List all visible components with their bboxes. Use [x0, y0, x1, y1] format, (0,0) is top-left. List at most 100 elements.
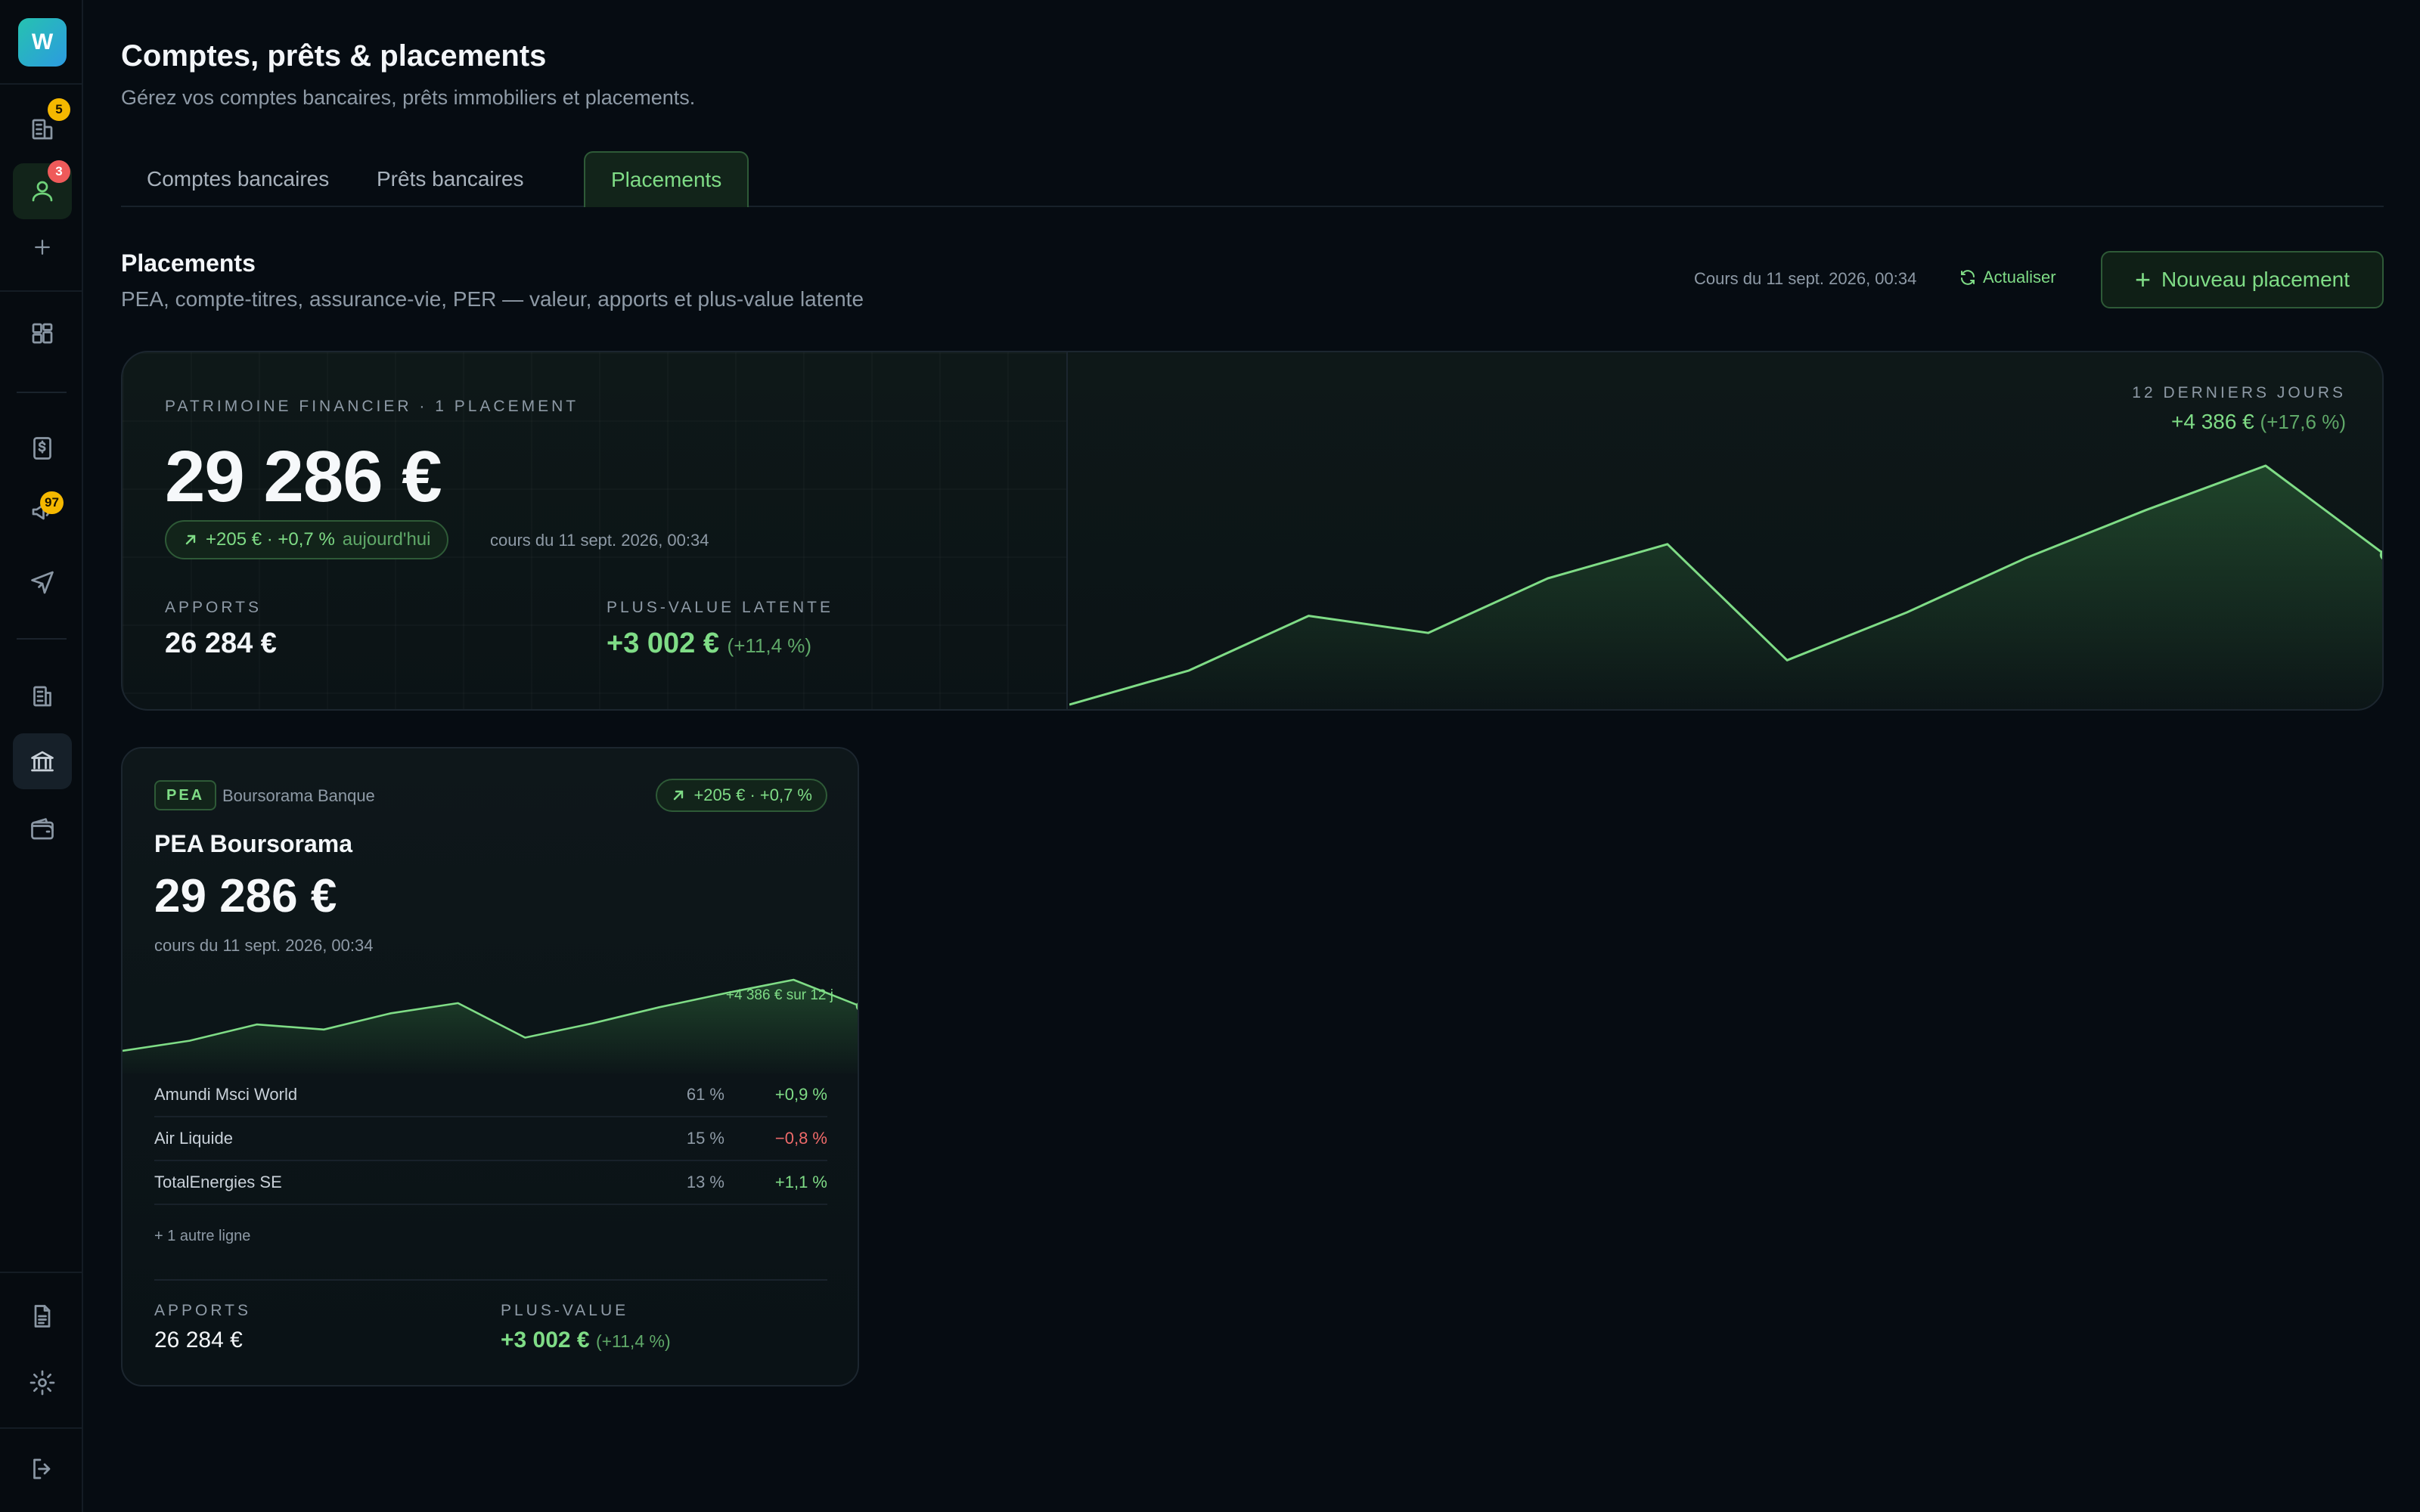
gear-icon [29, 1370, 55, 1396]
portfolio-summary-card: PATRIMOINE FINANCIER · 1 PLACEMENT 29 28… [121, 351, 2384, 711]
rate-note: cours du 11 sept. 2026, 00:34 [490, 531, 709, 550]
page-subtitle: Gérez vos comptes bancaires, prêts immob… [121, 86, 696, 109]
sidebar-divider [0, 290, 83, 292]
day-change-value: +205 € · +0,7 % [206, 529, 335, 550]
card-divider [154, 1279, 827, 1281]
holding-weight: 61 % [686, 1085, 724, 1104]
office-building-icon [33, 686, 51, 707]
sidebar-item-bank[interactable] [13, 733, 72, 789]
chart-period: 12 DERNIERS JOURS [2132, 384, 2346, 401]
receipt-icon [33, 437, 51, 460]
sparkline-line [123, 978, 858, 1052]
holding-change: +1,1 % [774, 1173, 827, 1191]
contributions-value: 26 284 € [165, 627, 277, 659]
investment-change-value: +205 € · +0,7 % [693, 785, 812, 804]
investment-change-badge: +205 € · +0,7 % [656, 779, 827, 812]
holding-change: −0,8 % [774, 1129, 827, 1148]
page-title: Comptes, prêts & placements [121, 39, 547, 73]
investment-rate-note: cours du 11 sept. 2026, 00:34 [154, 936, 374, 955]
tab-bank-accounts[interactable]: Comptes bancaires [147, 167, 330, 191]
investment-gain-pct: (+11,4 %) [595, 1331, 671, 1351]
sparkline-point [855, 1002, 858, 1010]
logout-button[interactable] [13, 1441, 72, 1497]
investment-gain-value: +3 002 € [501, 1328, 590, 1352]
more-holdings-link[interactable]: + 1 autre ligne [154, 1228, 251, 1244]
holding-row[interactable]: Amundi Msci World 61 % +0,9 % [154, 1074, 827, 1117]
portfolio-chart [1069, 464, 2382, 709]
investment-name: PEA Boursorama [154, 830, 352, 857]
investment-gain: +3 002 € (+11,4 %) [501, 1328, 671, 1353]
notification-badge: 5 [48, 98, 70, 121]
section-subtitle: PEA, compte-titres, assurance-vie, PER —… [121, 287, 864, 311]
arrow-up-right-icon [674, 790, 684, 801]
holding-row[interactable]: Air Liquide 15 % −0,8 % [154, 1117, 827, 1161]
holding-row[interactable]: TotalEnergies SE 13 % +1,1 % [154, 1161, 827, 1205]
chart-gain-value: +4 386 € [2170, 410, 2254, 433]
investment-gain-label: PLUS-VALUE [501, 1302, 629, 1319]
summary-eyebrow: PATRIMOINE FINANCIER · 1 PLACEMENT [165, 398, 579, 415]
grid-icon [32, 323, 53, 344]
refresh-icon [1961, 270, 1975, 285]
new-investment-button[interactable]: + Nouveau placement [2101, 251, 2384, 308]
sidebar-item-marketing[interactable]: 97 [13, 484, 72, 540]
rates-date: Cours du 11 sept. 2026, 00:34 [1694, 269, 1917, 288]
holding-weight: 15 % [686, 1129, 724, 1148]
tab-bank-loans[interactable]: Prêts bancaires [377, 167, 524, 191]
sidebar-add-button[interactable] [13, 219, 72, 275]
refresh-button[interactable]: Actualiser [1959, 268, 2056, 287]
user-icon [32, 181, 53, 202]
investment-contributions-value: 26 284 € [154, 1328, 243, 1352]
sidebar-item-buildings[interactable]: 5 [13, 98, 72, 157]
sparkline-area [123, 980, 858, 1074]
investment-contributions-label: APPORTS [154, 1302, 251, 1319]
plus-icon: + [2134, 264, 2151, 295]
sidebar-item-documents[interactable] [13, 1288, 72, 1344]
arrow-up-right-icon [185, 534, 196, 545]
section-title: Placements [121, 249, 256, 277]
investment-card[interactable]: PEA Boursorama Banque +205 € · +0,7 % PE… [121, 747, 859, 1387]
bank-name: Boursorama Banque [222, 786, 375, 805]
notification-badge: 3 [48, 160, 70, 183]
logout-icon [33, 1458, 51, 1479]
chart-gain: +4 386 € (+17,6 %) [2171, 410, 2346, 434]
plus-icon [35, 240, 50, 255]
portfolio-total: 29 286 € [165, 436, 442, 517]
wallet-icon [31, 818, 54, 840]
sidebar-item-real-estate[interactable] [13, 668, 72, 724]
sidebar-item-settings[interactable] [13, 1355, 72, 1411]
account-type-tag: PEA [154, 780, 217, 810]
refresh-label: Actualiser [1983, 268, 2056, 287]
airplane-icon [31, 571, 54, 594]
holding-name: TotalEnergies SE [154, 1173, 282, 1191]
holding-weight: 13 % [686, 1173, 724, 1191]
holding-change: +0,9 % [774, 1085, 827, 1104]
tab-investments[interactable]: Placements [584, 151, 749, 207]
investment-sparkline [123, 978, 858, 1074]
sidebar-divider [0, 1272, 83, 1273]
day-change-badge: +205 € · +0,7 % aujourd'hui [165, 520, 449, 559]
chart-gain-pct: (+17,6 %) [2260, 411, 2346, 433]
unrealized-gain: +3 002 € (+11,4 %) [607, 627, 811, 660]
sidebar-item-user[interactable]: 3 [13, 160, 72, 219]
unrealized-gain-value: +3 002 € [607, 627, 719, 659]
sidebar-item-travel[interactable] [13, 553, 72, 609]
sidebar-divider [0, 83, 83, 85]
app-logo[interactable]: W [18, 18, 67, 67]
sidebar-divider [17, 392, 67, 393]
portfolio-chart-line [1069, 464, 2382, 706]
day-change-suffix: aujourd'hui [342, 529, 431, 550]
sidebar-item-invoices[interactable] [13, 420, 72, 476]
portfolio-chart-area [1069, 466, 2382, 709]
portfolio-chart-point [2379, 550, 2382, 559]
sidebar-divider [0, 1427, 83, 1429]
bank-icon [31, 751, 54, 772]
sidebar-item-dashboard[interactable] [13, 305, 72, 361]
sidebar-divider [17, 638, 67, 640]
sidebar-item-wallet[interactable] [13, 801, 72, 857]
sparkline-label: +4 386 € sur 12 j [725, 987, 833, 1003]
holding-name: Amundi Msci World [154, 1085, 298, 1104]
holding-name: Air Liquide [154, 1129, 233, 1148]
building-icon [32, 119, 53, 140]
tab-bar: Comptes bancaires Prêts bancaires Placem… [121, 151, 2384, 207]
unrealized-gain-pct: (+11,4 %) [727, 634, 812, 657]
